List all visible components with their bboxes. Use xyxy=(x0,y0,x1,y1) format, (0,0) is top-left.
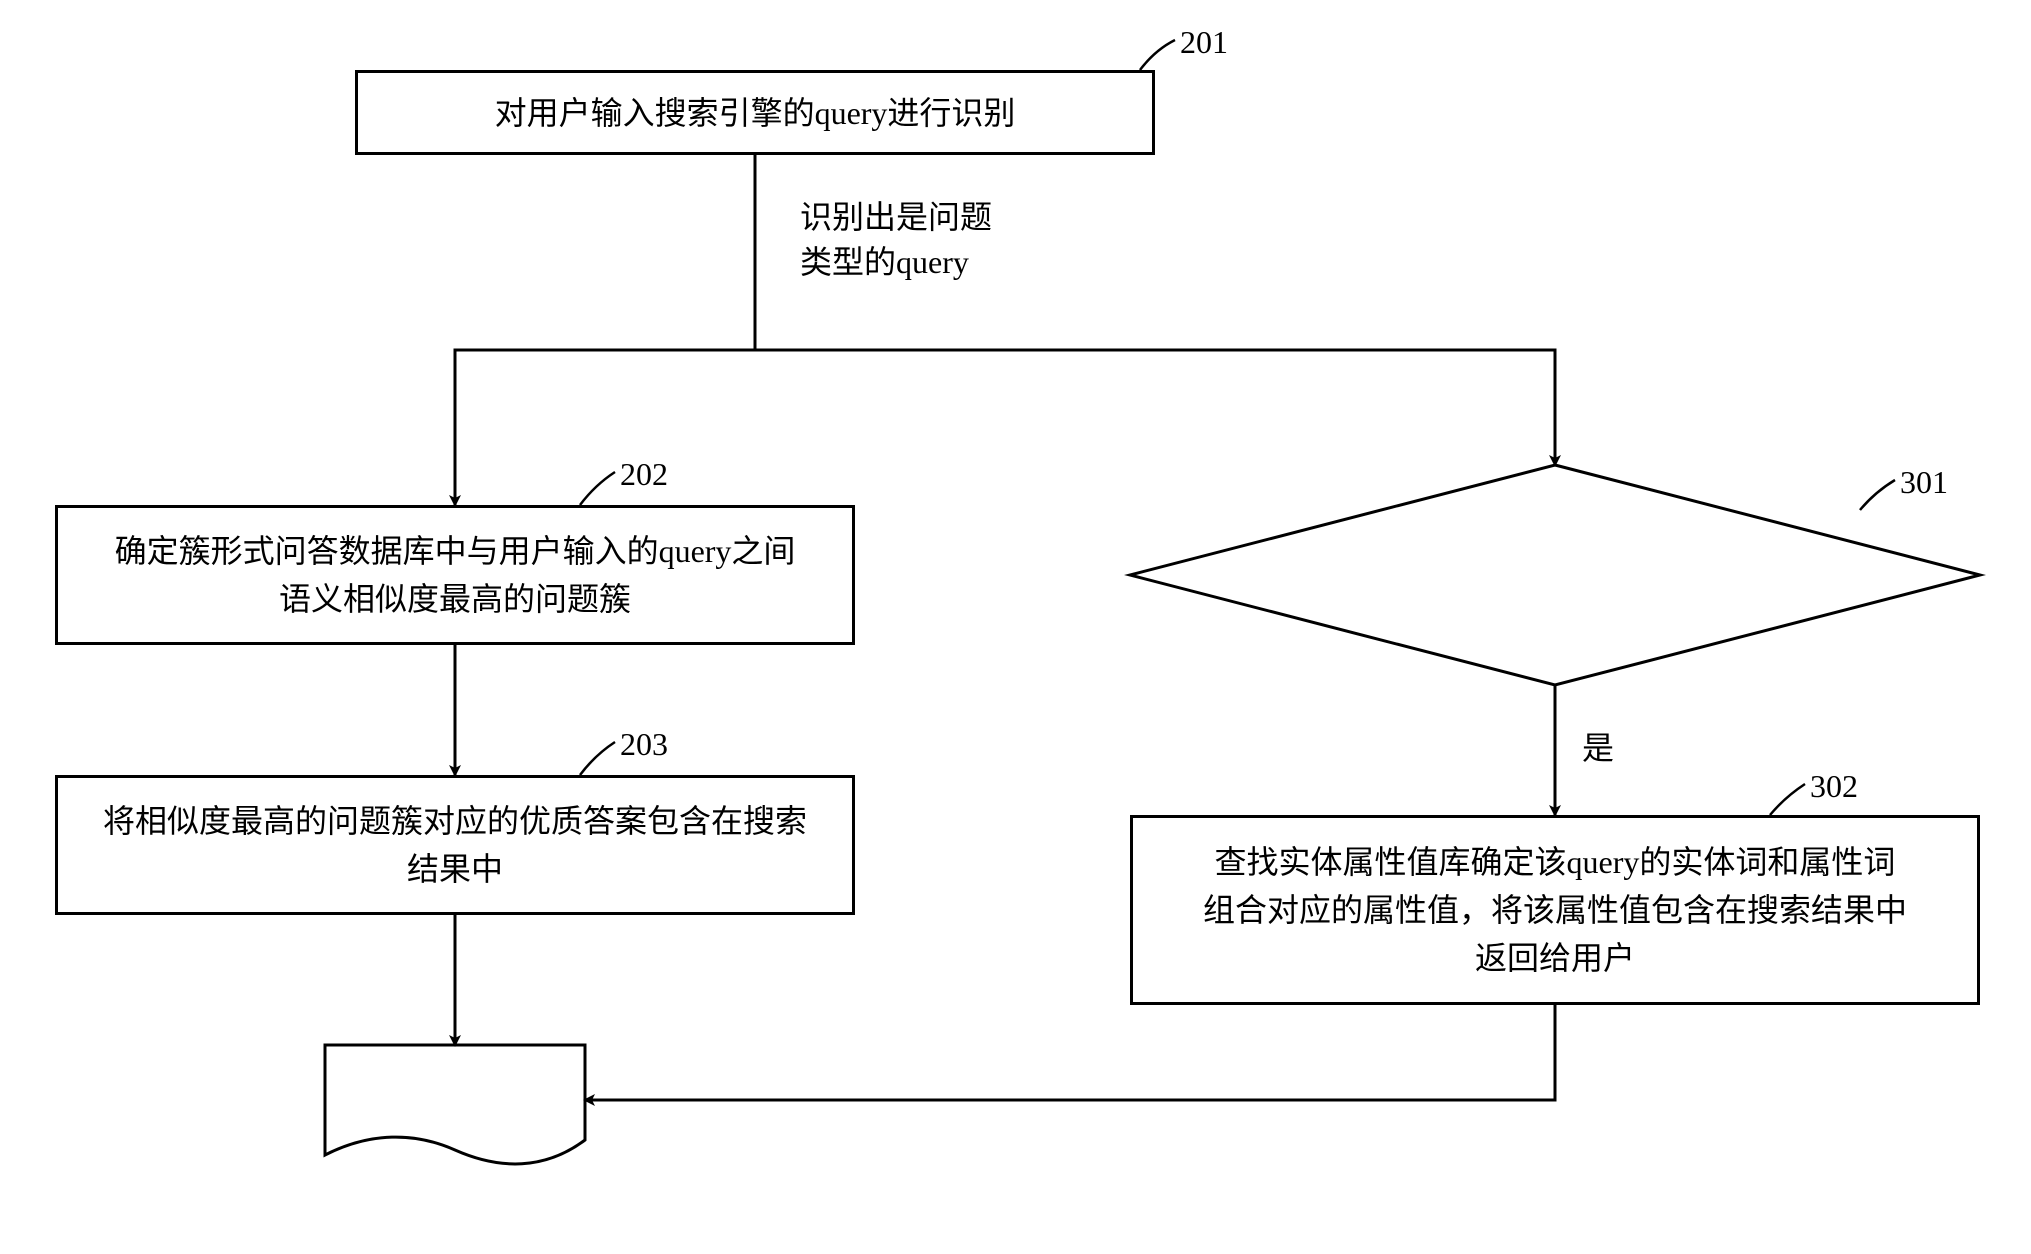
node-201-text: 对用户输入搜索引擎的query进行识别 xyxy=(495,89,1016,137)
node-302-line1: 查找实体属性值库确定该query的实体词和属性词 xyxy=(1203,838,1907,886)
edge-label-recognized: 识别出是问题 类型的query xyxy=(800,195,1080,285)
node-203-line1: 将相似度最高的问题簇对应的优质答案包含在搜索 xyxy=(103,797,807,845)
node-301-line1: 结构化分析，判 xyxy=(1160,500,1950,548)
node-201: 对用户输入搜索引擎的query进行识别 xyxy=(355,70,1155,155)
node-202-line1: 确定簇形式问答数据库中与用户输入的query之间 xyxy=(115,527,796,575)
callout-202: 202 xyxy=(620,452,668,497)
node-202: 确定簇形式问答数据库中与用户输入的query之间 语义相似度最高的问题簇 xyxy=(55,505,855,645)
node-302-line2: 组合对应的属性值，将该属性值包含在搜索结果中 xyxy=(1203,886,1907,934)
node-301-line3: 组合的表达方式 xyxy=(1160,596,1950,644)
node-203: 将相似度最高的问题簇对应的优质答案包含在搜索 结果中 xyxy=(55,775,855,915)
callout-301: 301 xyxy=(1900,460,1948,505)
node-301-text: 结构化分析，判 断用户输入的query是否为实体词和属性词 组合的表达方式 xyxy=(1160,500,1950,644)
callout-203: 203 xyxy=(620,722,668,767)
flowchart-canvas: 对用户输入搜索引擎的query进行识别 确定簇形式问答数据库中与用户输入的que… xyxy=(0,0,2031,1254)
node-203-line2: 结果中 xyxy=(103,845,807,893)
edge-label-yes: 是 xyxy=(1582,726,1642,771)
node-302-line3: 返回给用户 xyxy=(1203,934,1907,982)
result-text: 搜索结果 xyxy=(325,1075,585,1120)
node-302: 查找实体属性值库确定该query的实体词和属性词 组合对应的属性值，将该属性值包… xyxy=(1130,815,1980,1005)
callout-201: 201 xyxy=(1180,20,1228,65)
callout-302: 302 xyxy=(1810,764,1858,809)
node-202-line2: 语义相似度最高的问题簇 xyxy=(115,575,796,623)
node-301-line2: 断用户输入的query是否为实体词和属性词 xyxy=(1160,548,1950,596)
